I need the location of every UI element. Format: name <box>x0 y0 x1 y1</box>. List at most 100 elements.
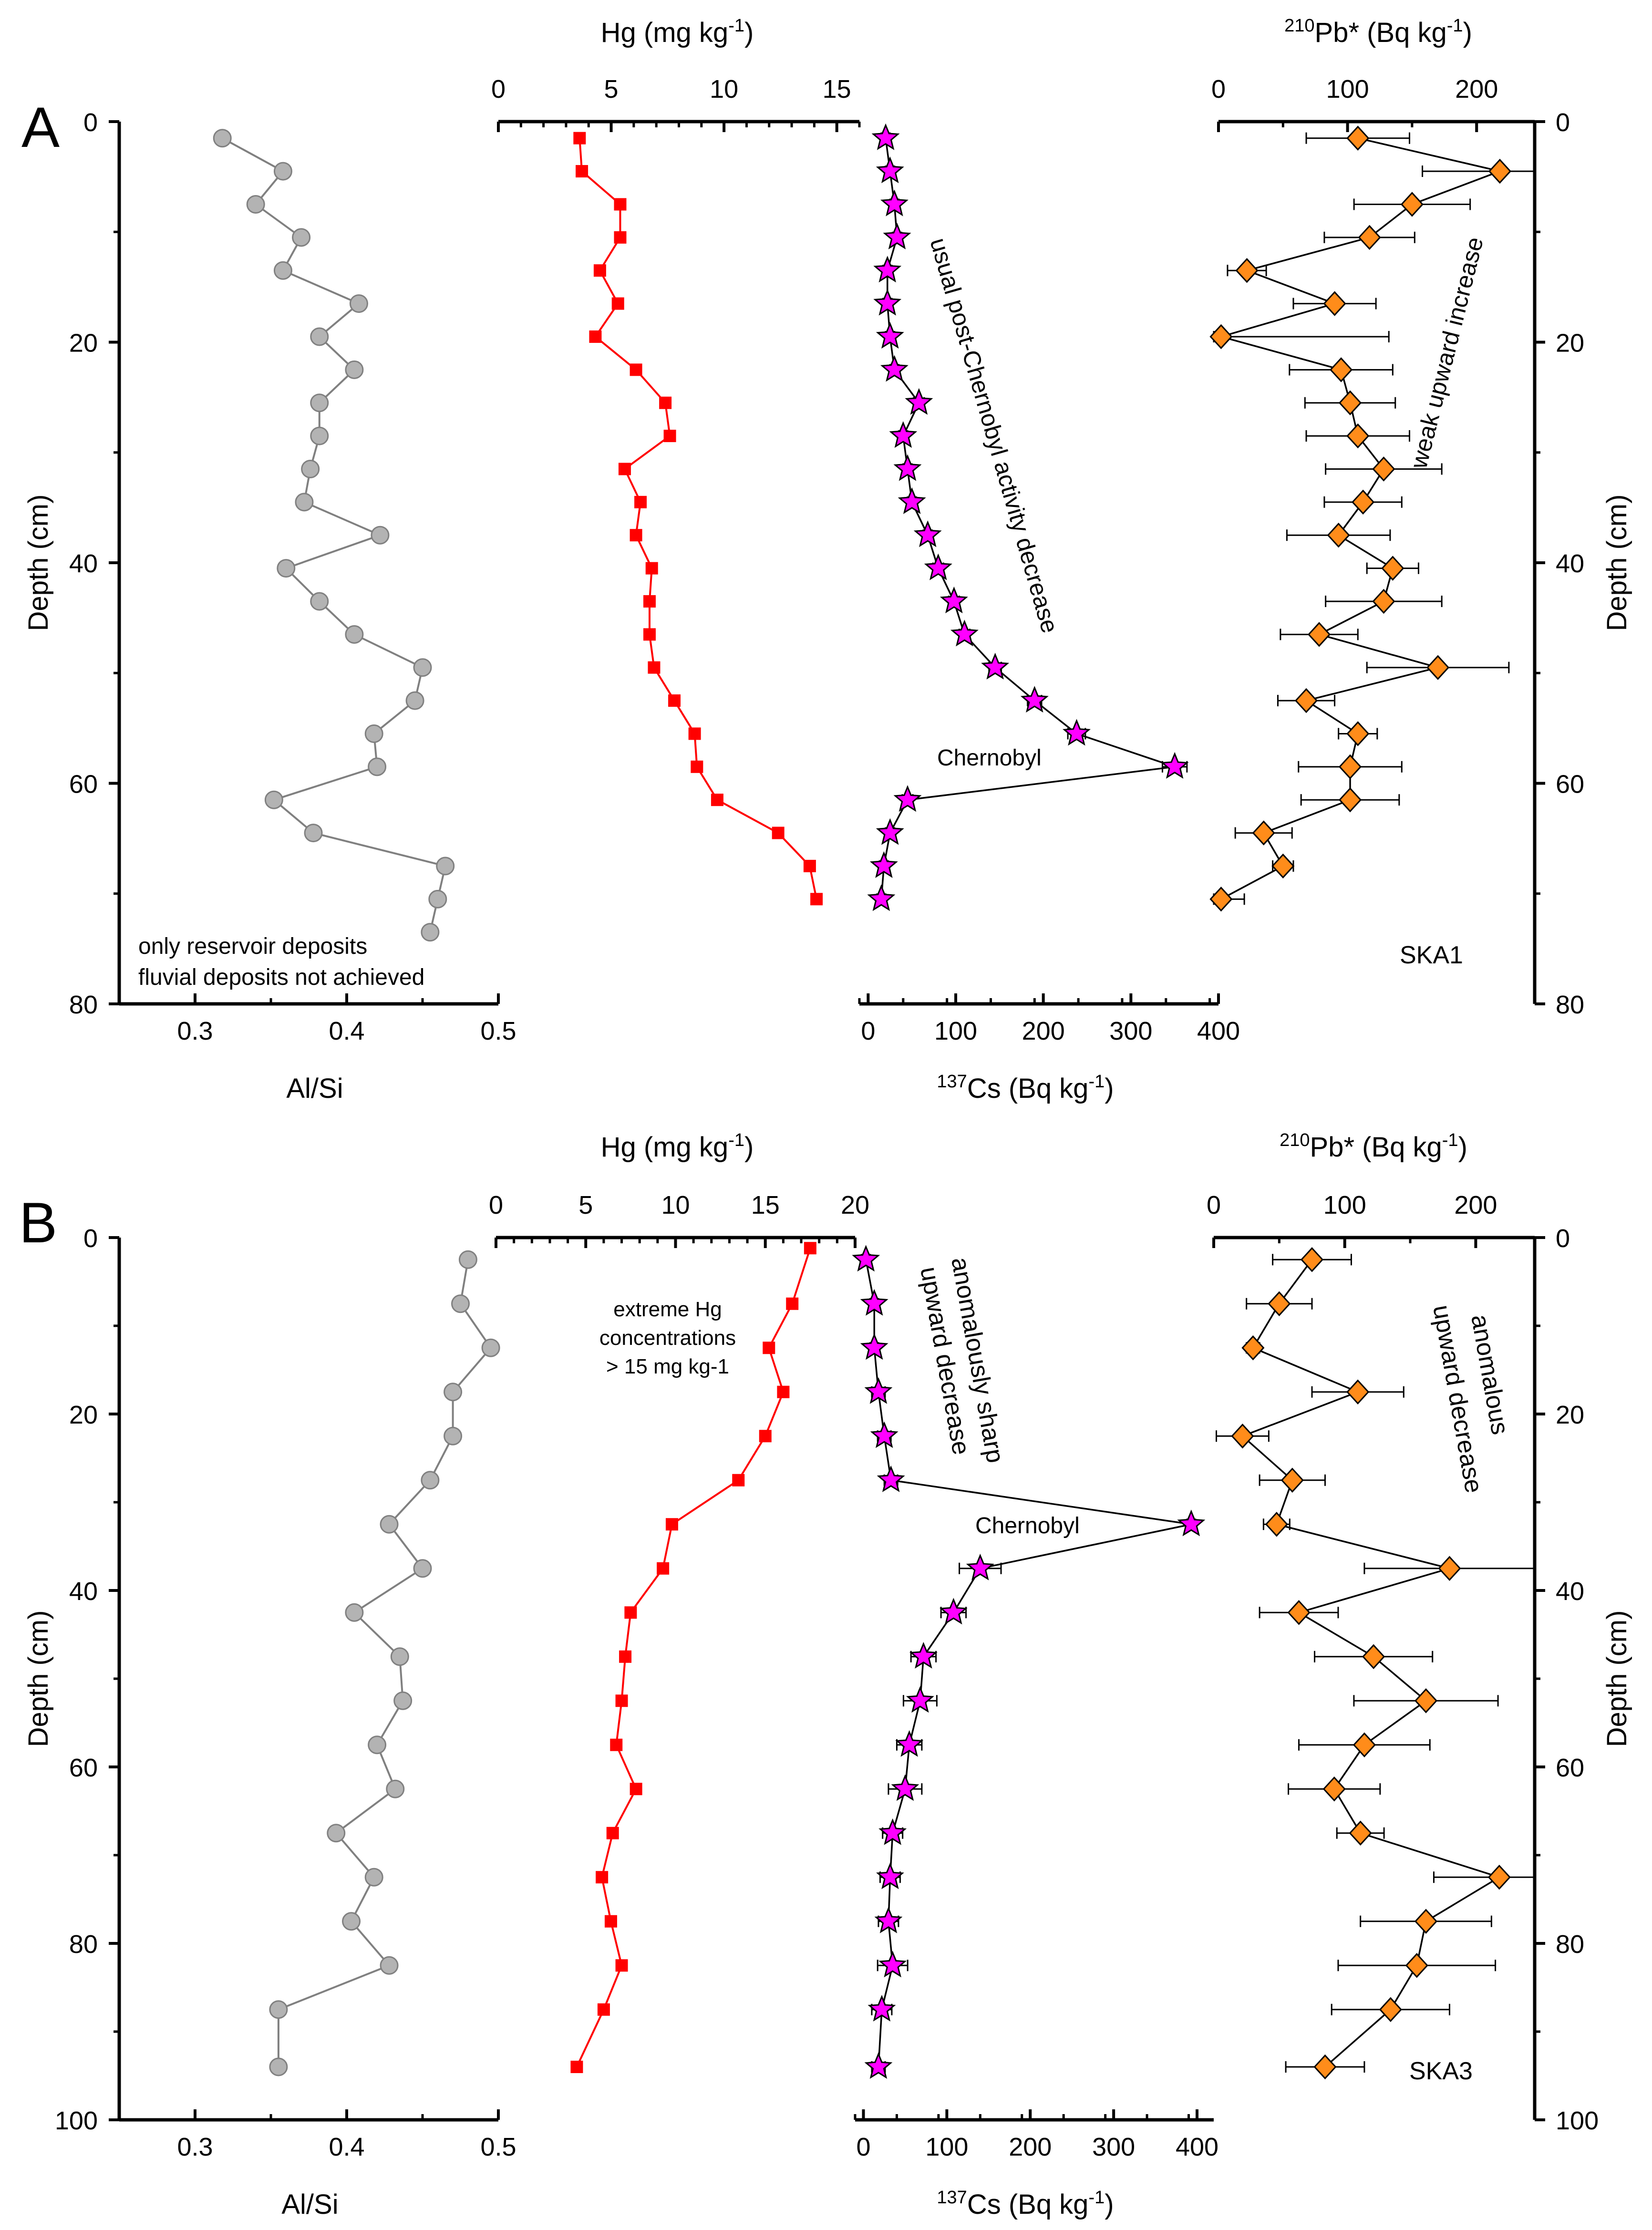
alsi-point <box>371 526 390 545</box>
pb-point <box>1338 754 1362 780</box>
pb-point <box>1322 1776 1346 1802</box>
alsi-tick-label: 0.3 <box>177 1017 213 1045</box>
pb-axis-title-pre: 210 <box>1280 1130 1310 1150</box>
cs-point <box>891 1774 919 1801</box>
cs-axis-title: 137Cs (Bq kg-1) <box>937 1072 1114 1104</box>
pb-tick-label: 0 <box>1207 1191 1221 1219</box>
alsi-point <box>458 1250 477 1269</box>
depth-tick-label-right: 20 <box>1556 329 1584 358</box>
pb-point <box>1405 1953 1428 1978</box>
pb-axis-title: 210Pb* (Bq kg-1) <box>1280 1130 1467 1163</box>
cs-axis-title-pre: 137 <box>937 2188 967 2208</box>
hg-point <box>663 430 676 443</box>
pb-axis-title-end: ) <box>1458 1132 1467 1163</box>
pb-point <box>1414 1688 1438 1714</box>
alsi-line <box>222 137 447 933</box>
cs-series <box>867 123 1189 911</box>
core-label-ska3: SKA3 <box>1409 2057 1473 2085</box>
cs-point <box>966 1553 994 1580</box>
cs-axis-title: 137Cs (Bq kg-1) <box>937 2188 1114 2220</box>
depth-ticks-right: 0 20 40 60 80 100 <box>1535 1224 1599 2135</box>
hg-tick-label: 0 <box>489 1191 503 1219</box>
depth-tick-label: 100 <box>55 2106 98 2135</box>
pb-point <box>1327 522 1350 548</box>
cs-point <box>880 189 909 217</box>
depth-tick-label: 20 <box>69 1401 98 1429</box>
cs-tick-label: 200 <box>1009 2133 1052 2161</box>
pb-point <box>1338 390 1362 415</box>
hg-tick-label: 5 <box>578 1191 593 1219</box>
hg-axis-title: Hg (mg kg-1) <box>601 1130 754 1163</box>
cs-point <box>1020 686 1049 713</box>
cs-point <box>898 487 926 514</box>
depth-tick-label: 60 <box>69 1754 98 1782</box>
hg-axis-title-sup: -1 <box>728 1130 744 1150</box>
hg-point <box>777 1385 790 1398</box>
depth-axis-title-right: Depth (cm) <box>1601 1611 1632 1747</box>
depth-tick-label: 0 <box>83 108 98 137</box>
hg-point <box>648 661 661 674</box>
depth-tick-label-right: 80 <box>1556 1930 1584 1959</box>
cs-axis-title-end: ) <box>1105 2189 1114 2220</box>
depth-tick-label: 0 <box>83 1224 98 1253</box>
annotation-chernobyl-a: Chernobyl <box>937 745 1042 771</box>
pb-point <box>1438 1556 1461 1581</box>
cs-tick-label: 100 <box>925 2133 968 2161</box>
pb-point <box>1294 688 1318 713</box>
cs-tick-label: 0 <box>856 2133 870 2161</box>
depth-ticks-right: 0 20 40 60 80 <box>1535 108 1584 1019</box>
hg-tick-label: 20 <box>841 1191 869 1219</box>
hg-axis-b: 0 5 10 15 20 Hg (mg kg-1) <box>489 1130 869 1248</box>
hg-point <box>597 2003 610 2016</box>
depth-tick-label-right: 40 <box>1556 549 1584 578</box>
hg-point <box>665 1518 678 1531</box>
hg-series <box>570 1242 816 2073</box>
alsi-tick-label: 0.4 <box>329 2133 364 2161</box>
pb-point <box>1379 1997 1402 2022</box>
pb-point <box>1349 1820 1372 1846</box>
depth-ticks: 0 20 40 60 80 100 <box>55 1224 119 2135</box>
pb-point <box>1400 192 1424 217</box>
alsi-axis-a: 0.3 0.4 0.5 Al/Si <box>118 993 516 1104</box>
pb-point <box>1209 887 1233 912</box>
alsi-series <box>213 129 455 942</box>
hg-point <box>630 1783 642 1796</box>
cs-point <box>873 289 902 316</box>
pb-point <box>1287 1600 1311 1625</box>
hg-point <box>614 231 627 244</box>
cs-point <box>876 156 904 184</box>
cs-point <box>871 123 900 150</box>
hg-point <box>645 562 658 575</box>
cs-point <box>924 553 952 580</box>
alsi-point <box>368 1735 387 1755</box>
pb-point <box>1308 622 1331 647</box>
alsi-point <box>390 1647 409 1666</box>
alsi-point <box>345 360 364 379</box>
cs-point <box>876 818 904 845</box>
hg-point <box>624 1606 637 1619</box>
pb-axis-title-pre: 210 <box>1284 16 1314 36</box>
alsi-tick-label: 0.3 <box>177 2133 213 2161</box>
depth-axis-left-b: 0 20 40 60 80 100 Depth (cm) <box>23 1224 121 2135</box>
cs-point <box>909 1642 938 1669</box>
alsi-point <box>428 889 447 909</box>
alsi-ticks: 0.3 0.4 0.5 <box>118 993 516 1045</box>
cs-point <box>889 421 918 448</box>
depth-axis-right-b: 0 20 40 60 80 100 Depth (cm) <box>1533 1224 1632 2135</box>
alsi-point <box>380 1515 399 1534</box>
alsi-point <box>310 327 329 346</box>
pb-point <box>1372 456 1395 482</box>
alsi-ticks: 0.3 0.4 0.5 <box>118 2109 516 2161</box>
pb-point <box>1381 556 1404 581</box>
hg-point <box>772 826 785 839</box>
alsi-point <box>295 493 314 512</box>
alsi-point <box>213 129 232 148</box>
hg-point <box>810 893 823 906</box>
cs-tick-label: 0 <box>861 1017 875 1045</box>
cs-point <box>1177 1509 1206 1537</box>
pb-axis-b: 0 100 200 210Pb* (Bq kg-1) <box>1207 1130 1535 1248</box>
hg-point <box>643 595 656 608</box>
hg-point <box>615 1959 628 1972</box>
cs-point <box>867 1994 896 2022</box>
hg-point <box>593 264 606 277</box>
